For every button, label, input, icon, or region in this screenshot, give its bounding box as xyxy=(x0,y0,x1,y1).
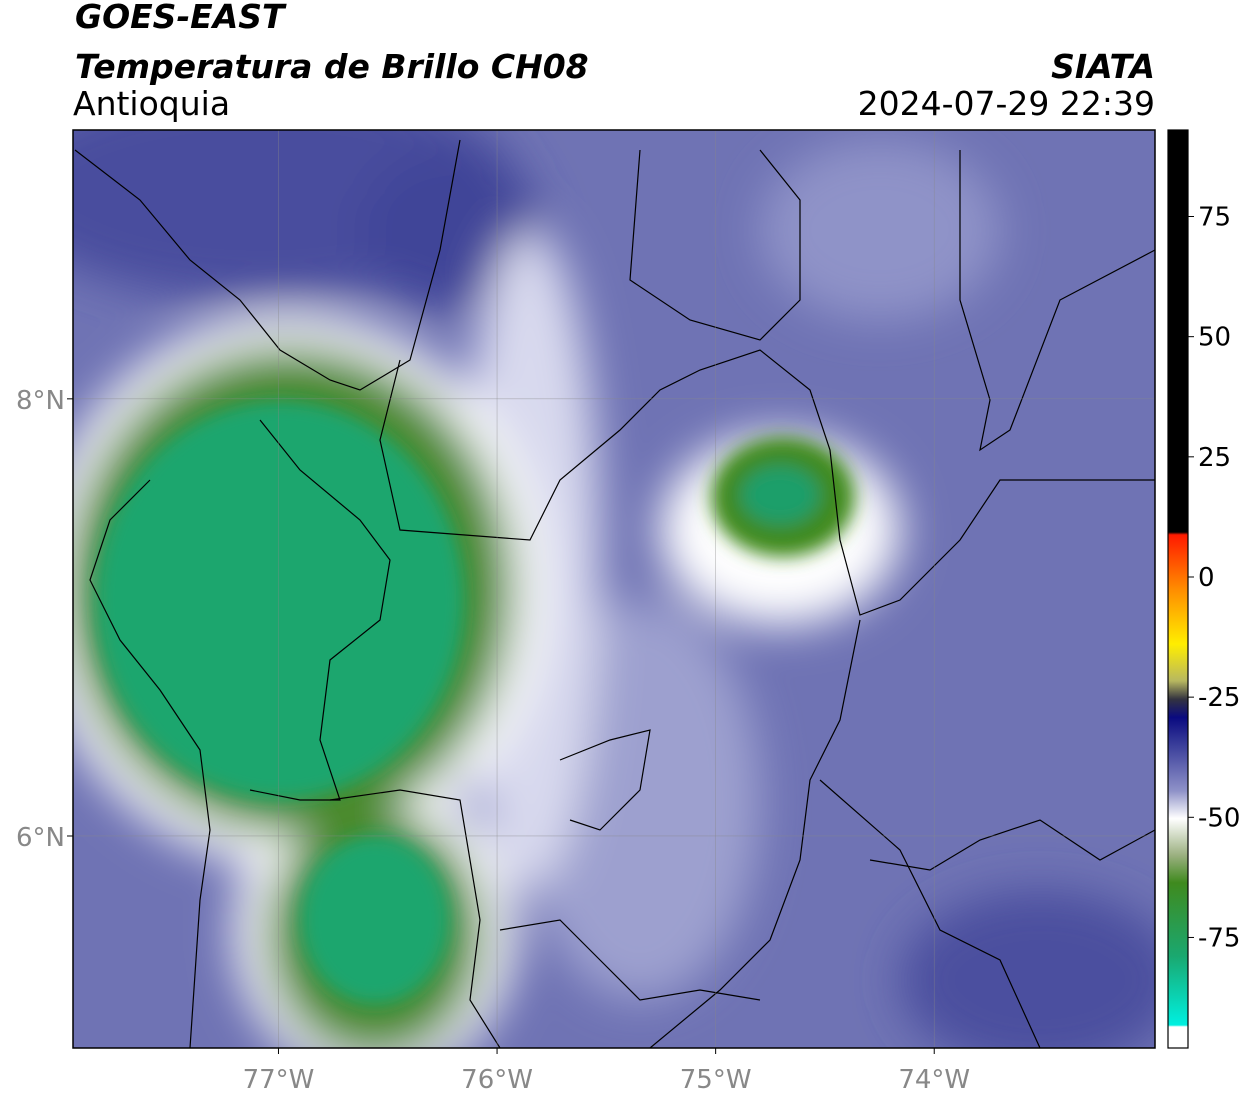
lon-label: 75°W xyxy=(680,1065,752,1095)
colorbar-label: -25 xyxy=(1198,683,1240,713)
colorbar xyxy=(1167,129,1189,1049)
colorbar-label: -50 xyxy=(1198,803,1240,833)
lat-label: 8°N xyxy=(16,386,65,416)
lon-label: 76°W xyxy=(461,1065,533,1095)
timestamp: 2024-07-29 22:39 xyxy=(858,84,1155,123)
region: Antioquia xyxy=(73,84,230,123)
colorbar-label: 25 xyxy=(1198,443,1231,473)
colorbar-label: 75 xyxy=(1198,203,1231,233)
title: GOES-EAST xyxy=(75,0,287,36)
satellite-image xyxy=(73,130,1155,1048)
colorbar-label: 0 xyxy=(1198,563,1215,593)
lon-label: 74°W xyxy=(898,1065,970,1095)
colorbar-label: 50 xyxy=(1198,323,1231,353)
lon-label: 77°W xyxy=(243,1065,315,1095)
source: SIATA xyxy=(1051,47,1155,86)
colorbar-label: -75 xyxy=(1198,923,1240,953)
lat-label: 6°N xyxy=(16,823,65,853)
map-frame xyxy=(72,129,1156,1049)
subtitle: Temperatura de Brillo CH08 xyxy=(75,47,589,86)
